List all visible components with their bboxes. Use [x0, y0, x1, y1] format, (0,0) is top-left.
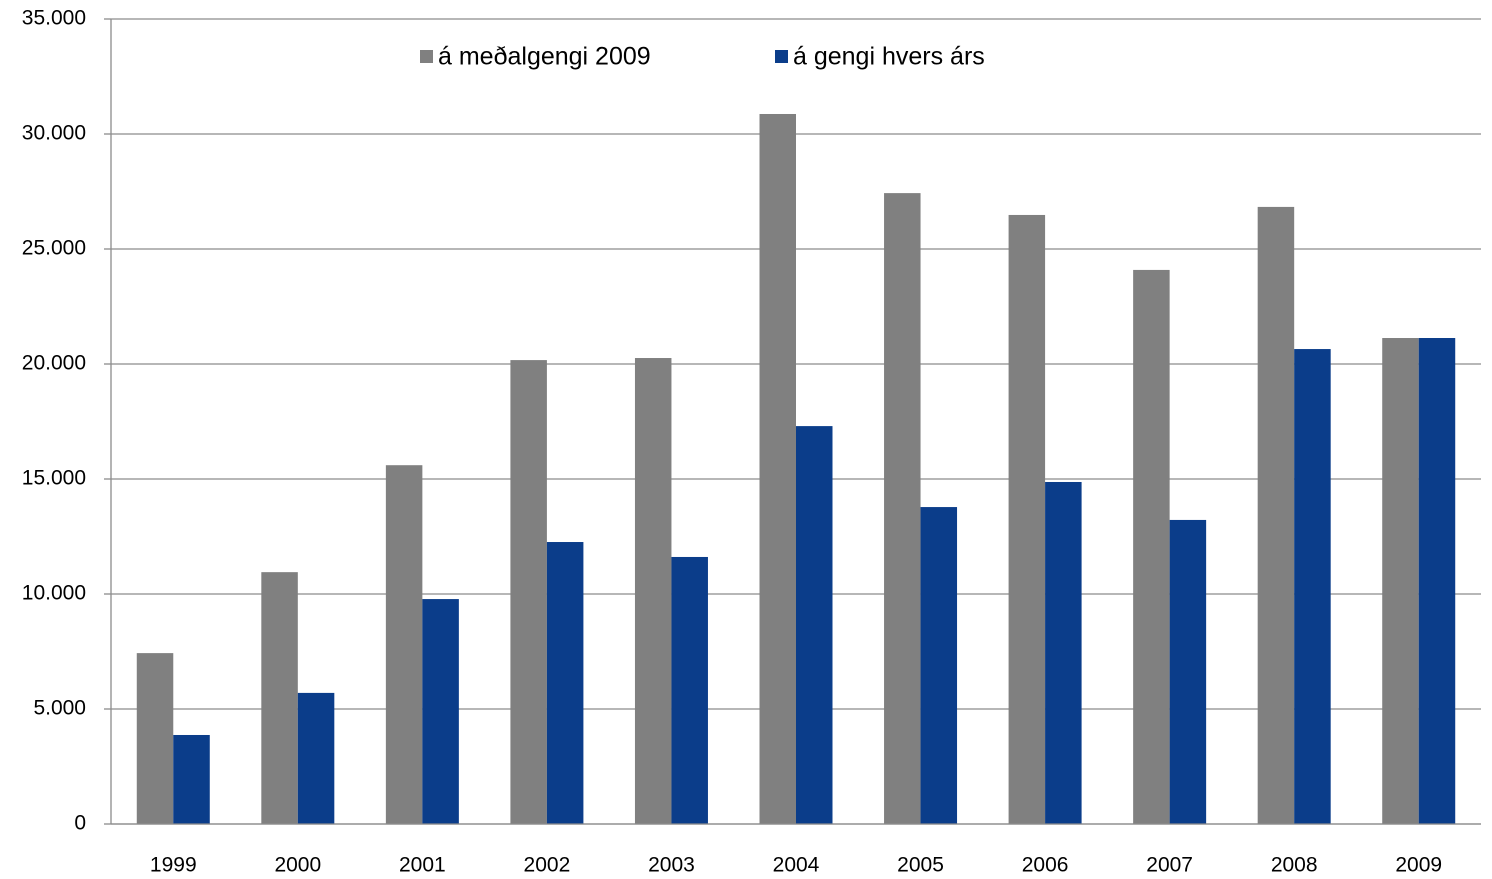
y-tick-label: 20.000	[22, 352, 86, 375]
y-tick-label: 35.000	[22, 7, 86, 30]
bar	[1169, 519, 1207, 824]
bar	[173, 734, 210, 824]
bar	[759, 113, 796, 825]
bar	[297, 692, 335, 824]
bar	[261, 572, 298, 824]
x-tick-label: 1999	[150, 854, 197, 877]
x-tick-label: 2000	[274, 854, 321, 877]
y-tick-label: 0	[74, 812, 86, 835]
y-tick-label: 10.000	[22, 582, 86, 605]
bar	[884, 193, 921, 825]
x-tick-label: 2008	[1271, 854, 1318, 877]
bar	[671, 556, 708, 824]
bar	[422, 599, 459, 824]
x-tick-label: 2002	[524, 854, 571, 877]
y-tick-label: 5.000	[33, 697, 86, 720]
legend-text: á gengi hvers árs	[793, 43, 985, 71]
bar	[510, 360, 547, 824]
bar	[634, 358, 672, 824]
y-tick-label: 30.000	[22, 122, 86, 145]
bar	[796, 426, 833, 824]
bar	[1418, 338, 1456, 824]
bar	[1008, 214, 1046, 824]
bar	[1133, 269, 1170, 824]
x-tick-label: 2005	[897, 854, 944, 877]
x-tick-label: 2001	[399, 854, 446, 877]
bar	[546, 542, 584, 824]
legend-swatch	[420, 50, 433, 63]
bar	[1045, 481, 1082, 824]
legend-text: á meðalgengi 2009	[438, 43, 651, 71]
bar	[1382, 338, 1419, 824]
bar	[1294, 349, 1331, 824]
bar	[136, 653, 174, 824]
x-tick-label: 2009	[1395, 854, 1442, 877]
x-tick-label: 2004	[773, 854, 820, 877]
y-tick-label: 25.000	[22, 237, 86, 260]
legend-swatch	[775, 50, 788, 63]
y-tick-label: 15.000	[22, 467, 86, 490]
bar	[1257, 206, 1295, 824]
x-tick-label: 2003	[648, 854, 695, 877]
x-tick-label: 2007	[1146, 854, 1193, 877]
bar	[385, 465, 423, 824]
x-tick-label: 2006	[1022, 854, 1069, 877]
bar	[920, 507, 958, 824]
